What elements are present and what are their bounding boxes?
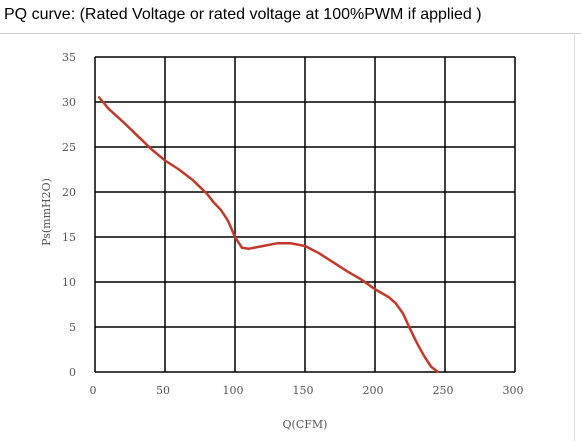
x-tick-label: 0 xyxy=(90,384,97,397)
title-divider xyxy=(0,33,581,34)
page-border xyxy=(574,33,575,441)
y-tick-label: 25 xyxy=(62,141,76,154)
x-axis-label: Q(CFM) xyxy=(283,418,328,431)
x-tick-label: 200 xyxy=(363,384,384,397)
x-tick-label: 300 xyxy=(503,384,524,397)
chart-title: PQ curve: (Rated Voltage or rated voltag… xyxy=(4,6,482,23)
y-tick-label: 15 xyxy=(62,231,76,244)
x-axis-ticks: 0 50 100 150 200 250 300 xyxy=(90,384,524,397)
x-tick-label: 50 xyxy=(156,384,170,397)
x-tick-label: 100 xyxy=(223,384,244,397)
y-tick-label: 30 xyxy=(62,96,76,109)
chart-series xyxy=(97,96,440,374)
y-axis-ticks: 0 5 10 15 20 25 30 35 xyxy=(62,51,76,379)
y-tick-label: 0 xyxy=(69,366,76,379)
pq-curve-line xyxy=(97,96,440,374)
x-tick-label: 150 xyxy=(293,384,314,397)
chart-grid xyxy=(94,56,516,373)
y-tick-label: 5 xyxy=(69,321,76,334)
y-axis-label: Ps(mmH2O) xyxy=(40,178,53,246)
y-tick-label: 10 xyxy=(62,276,76,289)
y-tick-label: 35 xyxy=(62,51,76,64)
x-tick-label: 250 xyxy=(433,384,454,397)
y-tick-label: 20 xyxy=(62,186,76,199)
